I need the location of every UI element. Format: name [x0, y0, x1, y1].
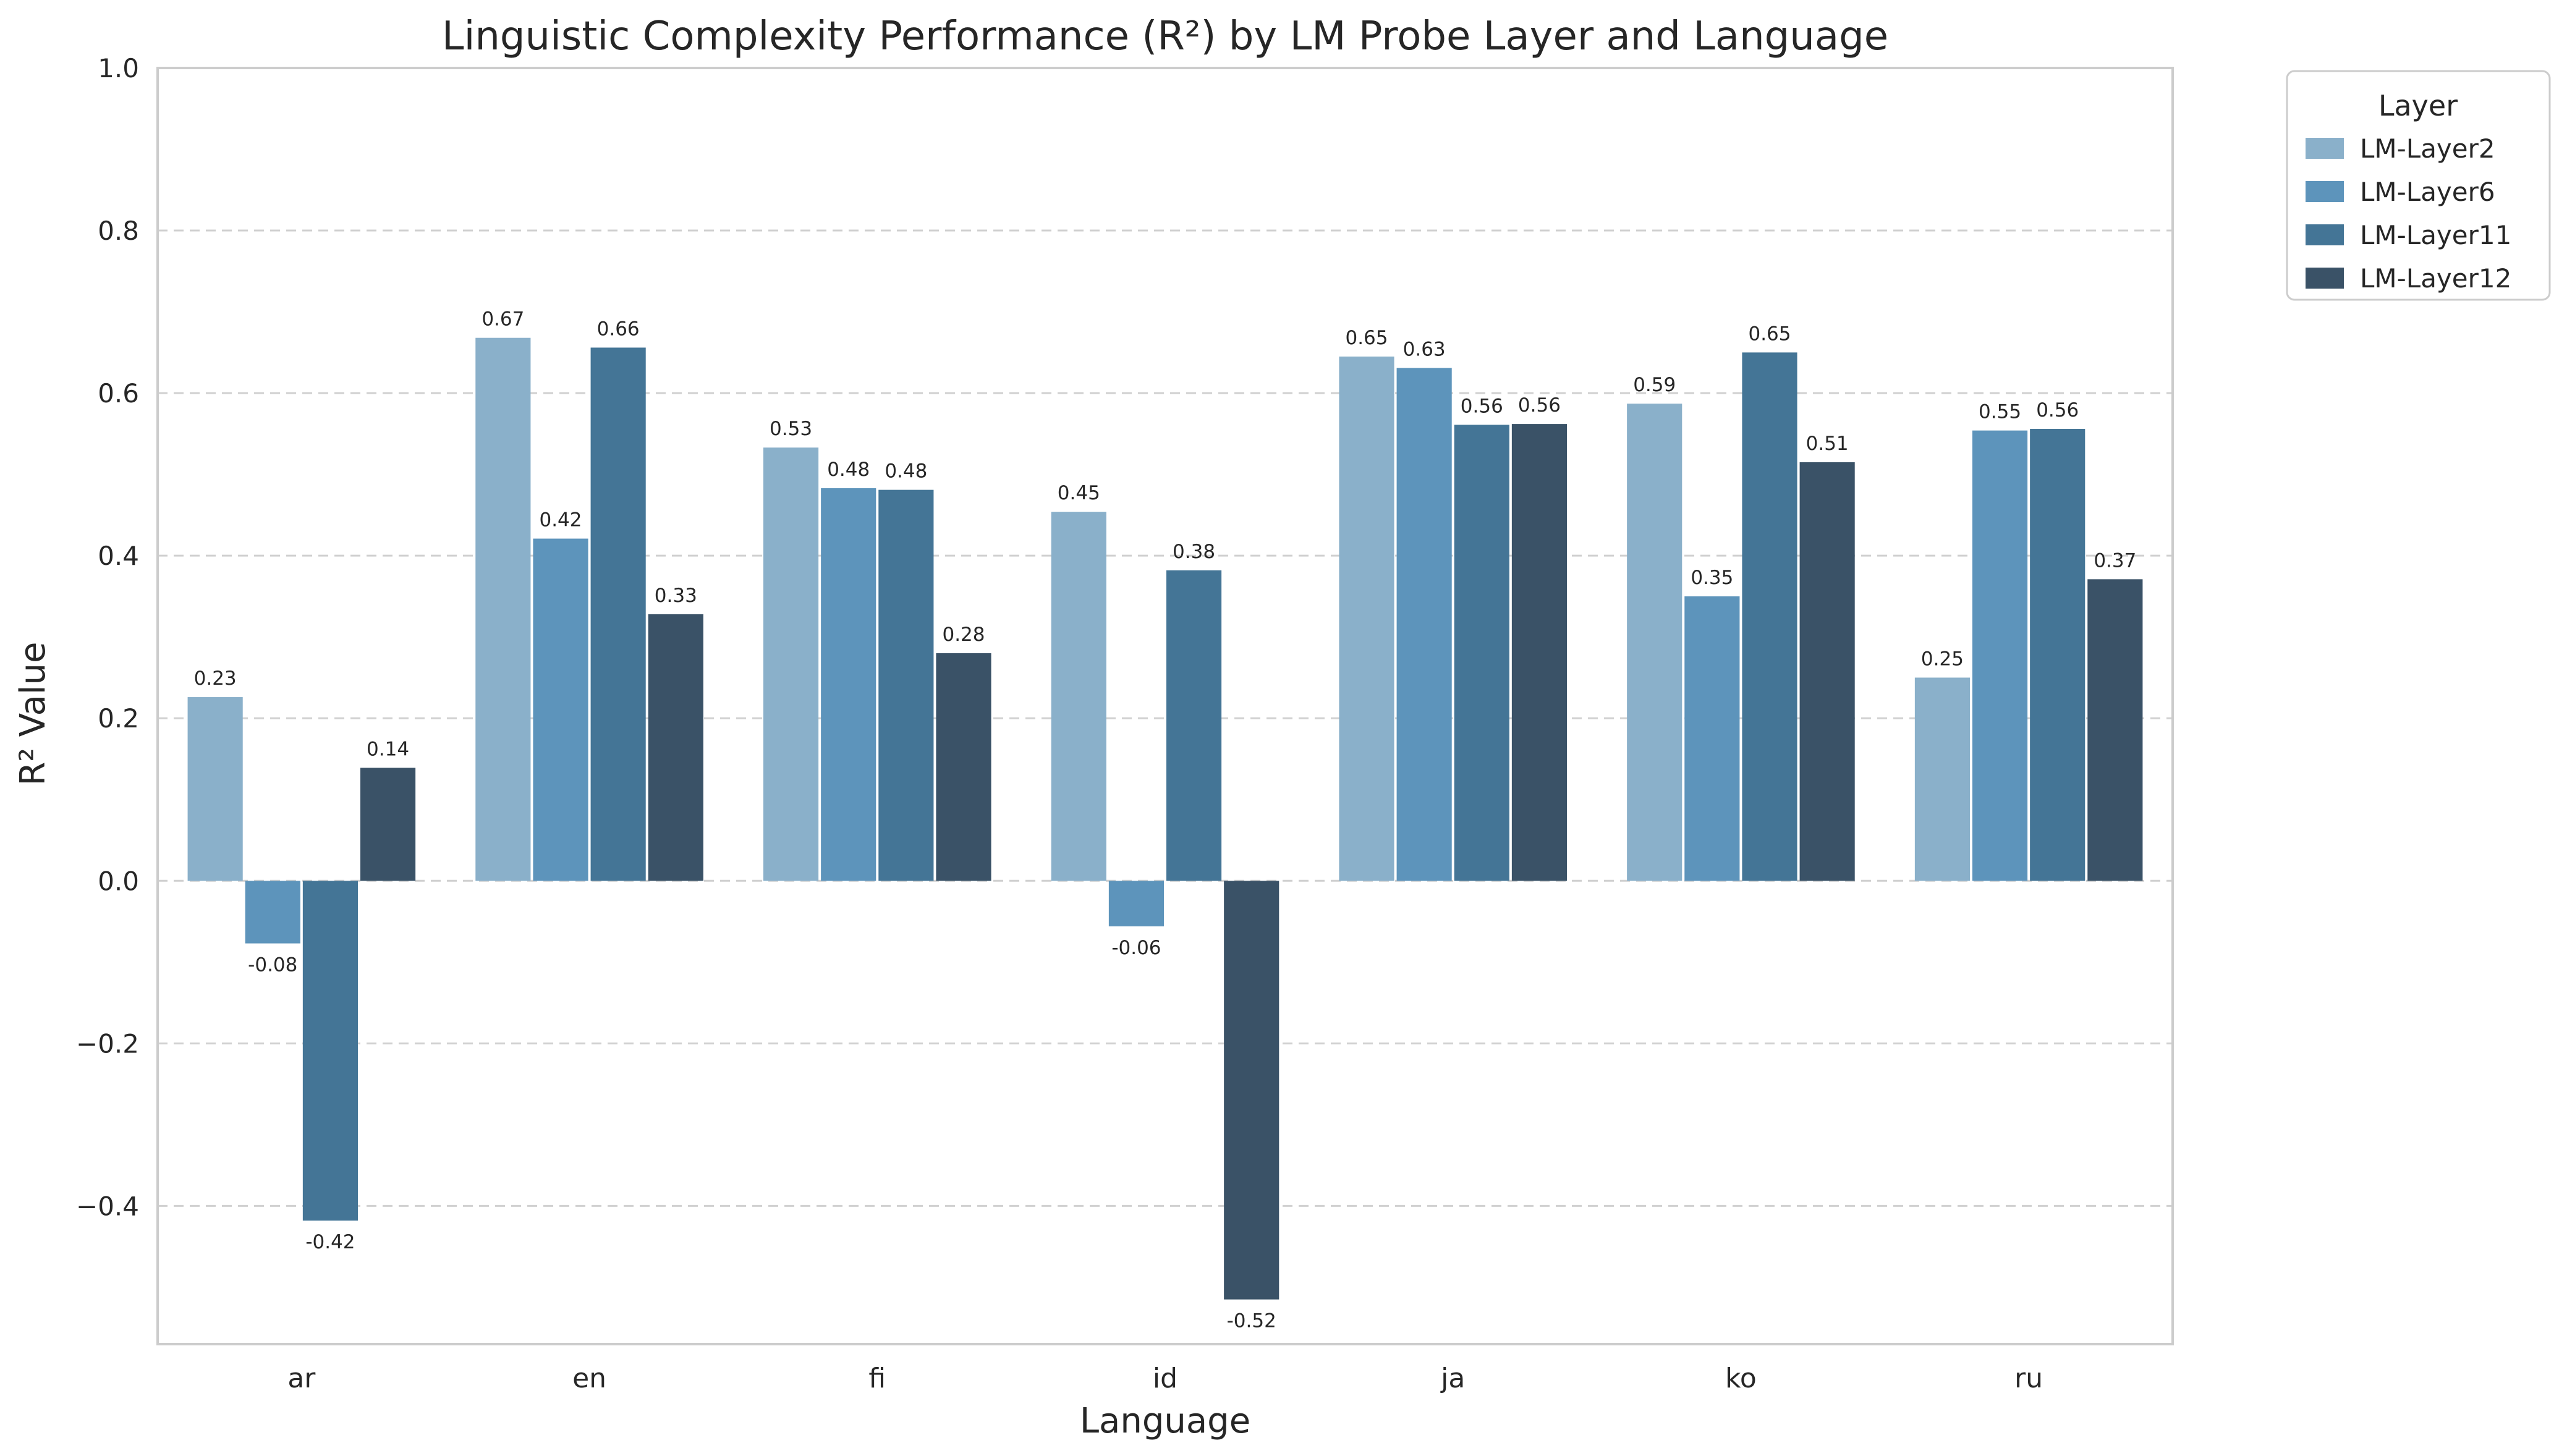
legend-entry: LM-Layer11: [2360, 220, 2511, 250]
x-tick-labels: ar en fi id ja ko ru: [287, 1363, 2043, 1394]
x-tick-label: ru: [2014, 1363, 2043, 1394]
x-tick-label: ar: [287, 1363, 316, 1394]
gridlines: [158, 229, 2173, 1207]
data-label: 0.14: [367, 738, 409, 760]
legend-entry: LM-Layer6: [2360, 177, 2495, 207]
data-labels: 0.23 -0.08 -0.42 0.14 0.67 0.42 0.66 0.33 0.53 0.…: [194, 308, 2137, 1332]
bar: [1684, 596, 1740, 881]
bar: [1454, 425, 1509, 881]
bar: [1511, 424, 1567, 881]
data-label: 0.56: [2036, 399, 2079, 421]
bar: [475, 337, 531, 881]
bar: [1108, 881, 1164, 926]
legend-items: LM-Layer2 LM-Layer6 LM-Layer11 LM-Layer12: [2306, 133, 2511, 294]
bar: [648, 614, 703, 881]
data-label: 0.35: [1691, 567, 1733, 589]
data-label: 0.56: [1518, 394, 1561, 417]
y-tick-label: 0.6: [98, 378, 139, 408]
bar: [1051, 512, 1106, 881]
bar: [1166, 570, 1222, 881]
bar: [821, 488, 876, 881]
bar: [1396, 368, 1452, 881]
data-label: 0.51: [1806, 433, 1849, 455]
y-tick-label: 0.2: [98, 703, 139, 734]
data-label: 0.48: [885, 460, 927, 483]
y-tick-label: 0.0: [98, 866, 139, 896]
legend-swatch: [2306, 224, 2344, 245]
data-label: 0.65: [1345, 327, 1388, 349]
bar: [533, 538, 588, 881]
bar: [360, 768, 416, 881]
bar: [1627, 404, 1682, 881]
legend-entry: LM-Layer2: [2360, 133, 2495, 164]
data-label: 0.48: [827, 459, 870, 481]
y-tick-label: −0.2: [76, 1028, 139, 1059]
bar: [2030, 428, 2085, 881]
bar: [1224, 881, 1279, 1300]
x-tick-label: fi: [868, 1363, 886, 1394]
data-label: -0.06: [1111, 937, 1161, 959]
y-tick-label: −0.4: [76, 1191, 139, 1221]
chart-title: Linguistic Complexity Performance (R²) b…: [442, 14, 1888, 59]
data-label: 0.45: [1058, 482, 1100, 504]
x-axis-label: Language: [1080, 1401, 1250, 1441]
legend-title: Layer: [2378, 89, 2458, 122]
data-label: 0.66: [597, 318, 640, 340]
data-label: 0.23: [194, 667, 237, 690]
bar: [1914, 677, 1970, 881]
x-tick-label: en: [572, 1363, 606, 1394]
bar: [1339, 356, 1394, 881]
legend-entry: LM-Layer12: [2360, 263, 2511, 294]
data-label: 0.56: [1461, 395, 1503, 417]
data-label: 0.33: [655, 585, 697, 607]
bar: [763, 447, 819, 881]
y-axis-label: R² Value: [13, 642, 53, 786]
data-label: -0.08: [248, 954, 297, 976]
data-label: 0.59: [1633, 374, 1676, 396]
x-tick-label: ko: [1725, 1363, 1757, 1394]
legend-frame: [2286, 70, 2551, 301]
data-label: 0.28: [942, 624, 985, 646]
x-tick-label: ja: [1440, 1363, 1465, 1394]
bar: [878, 489, 934, 881]
data-label: 0.55: [1979, 401, 2021, 423]
plot-frame: [156, 67, 2174, 1345]
data-label: 0.63: [1403, 338, 1446, 360]
legend-swatch: [2306, 268, 2344, 289]
bar: [1742, 352, 1797, 881]
data-label: 0.38: [1173, 541, 1215, 563]
bar: [590, 347, 646, 881]
bar: [2087, 579, 2143, 881]
bar: [1972, 430, 2028, 881]
legend-swatch: [2306, 138, 2344, 159]
bars: [187, 337, 2143, 1300]
data-label: 0.53: [770, 418, 812, 440]
bar: [245, 881, 300, 944]
legend-swatch: [2306, 181, 2344, 202]
y-tick-labels: −0.4 −0.2 0.0 0.2 0.4 0.6 0.8 1.0: [76, 53, 139, 1221]
data-label: -0.52: [1227, 1310, 1276, 1332]
data-label: -0.42: [305, 1231, 355, 1253]
y-tick-label: 0.8: [98, 216, 139, 246]
y-tick-label: 1.0: [98, 53, 139, 83]
data-label: 0.42: [539, 509, 582, 531]
data-label: 0.25: [1921, 648, 1964, 670]
data-label: 0.67: [482, 308, 524, 331]
data-label: 0.37: [2094, 549, 2136, 572]
y-tick-label: 0.4: [98, 541, 139, 571]
bar: [187, 697, 243, 881]
bar: [1799, 462, 1855, 881]
bar: [302, 881, 358, 1221]
data-label: 0.65: [1748, 323, 1791, 345]
legend: Layer LM-Layer2LM-Layer6LM-Layer11LM-Lay…: [2286, 70, 2551, 301]
x-tick-label: id: [1153, 1363, 1177, 1394]
bar: [936, 653, 991, 881]
